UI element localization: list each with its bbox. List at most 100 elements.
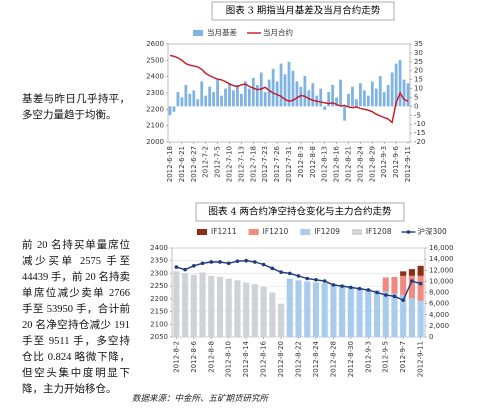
bar bbox=[271, 68, 275, 107]
bar bbox=[212, 92, 216, 107]
bar bbox=[347, 93, 350, 107]
x-tick-label: 2012-8-28 bbox=[329, 341, 337, 377]
chart-title: 图表 3 期指当月基差及当月合约走势 bbox=[226, 5, 381, 17]
bar bbox=[408, 298, 415, 337]
bar bbox=[260, 286, 267, 337]
bar bbox=[370, 81, 374, 107]
point bbox=[331, 283, 336, 287]
bar bbox=[343, 106, 346, 121]
x-tick-label: 2012-7-5 bbox=[214, 146, 222, 178]
legend-label: IF1211 bbox=[211, 227, 237, 236]
y-tick-label: 16,000 bbox=[429, 244, 454, 252]
bar bbox=[208, 86, 212, 107]
y-tick-label: 2500 bbox=[146, 56, 164, 64]
bar bbox=[295, 81, 299, 107]
bar bbox=[168, 106, 172, 116]
x-tick-label: 2012-7-2 bbox=[202, 146, 210, 178]
bar bbox=[234, 280, 241, 337]
bar bbox=[323, 106, 327, 110]
x-tick-label: 2012-8-3 bbox=[297, 146, 305, 178]
bar bbox=[335, 97, 338, 107]
point bbox=[174, 265, 179, 269]
x-tick-label: 2012-9-11 bbox=[417, 341, 425, 377]
bar bbox=[365, 289, 372, 337]
point bbox=[235, 259, 240, 264]
point bbox=[287, 271, 292, 276]
point bbox=[375, 290, 379, 295]
x-tick-label: 2012-8-22 bbox=[295, 341, 303, 377]
y-tick-label: 2100 bbox=[150, 320, 168, 328]
bar bbox=[304, 281, 311, 337]
bar bbox=[184, 84, 188, 107]
bar bbox=[378, 76, 382, 107]
bar bbox=[303, 76, 307, 107]
x-tick-label: 2012-8-24 bbox=[312, 340, 320, 377]
legend-label: 当月合约 bbox=[263, 27, 293, 37]
y-tick-label: 5 bbox=[414, 93, 418, 101]
title-box bbox=[211, 1, 395, 21]
legend-swatch bbox=[193, 30, 203, 36]
bar bbox=[331, 84, 335, 107]
bar bbox=[394, 63, 398, 107]
bar bbox=[291, 70, 295, 107]
x-tick-label: 2012-7-23 bbox=[261, 146, 269, 182]
y-tick-label: 2600 bbox=[146, 40, 164, 48]
bar bbox=[391, 276, 398, 294]
bar bbox=[225, 278, 232, 337]
y-tick-label: 2350 bbox=[150, 257, 168, 265]
bar bbox=[228, 83, 231, 107]
bar bbox=[400, 295, 407, 337]
point bbox=[357, 286, 362, 291]
bar bbox=[366, 95, 370, 107]
point bbox=[366, 288, 371, 292]
x-tick-label: 2012-8-8 bbox=[207, 341, 215, 373]
bar bbox=[208, 275, 215, 337]
legend-label: IF1208 bbox=[366, 227, 392, 236]
bar bbox=[232, 90, 235, 107]
bar bbox=[400, 275, 407, 296]
bar bbox=[406, 83, 410, 107]
x-tick-label: 2012-9-5 bbox=[382, 341, 390, 373]
bar bbox=[192, 90, 196, 107]
y-tick-label: 0 bbox=[429, 333, 433, 341]
bar bbox=[351, 86, 354, 107]
legend-label: 沪深300 bbox=[418, 226, 448, 236]
legend-label: 当月基差 bbox=[207, 27, 237, 37]
bar bbox=[172, 106, 176, 112]
y-tick-label: 35 bbox=[414, 40, 423, 48]
y-tick-label: 2400 bbox=[150, 244, 168, 252]
x-tick-label: 2012-6-27 bbox=[190, 146, 198, 182]
bar bbox=[400, 271, 407, 276]
y-tick-label: 2050 bbox=[150, 333, 168, 341]
bar bbox=[243, 81, 247, 107]
y-tick-label: 15 bbox=[414, 76, 423, 84]
bar bbox=[286, 278, 293, 337]
legend-swatch bbox=[351, 229, 362, 235]
bar bbox=[269, 292, 276, 337]
x-tick-label: 2012-8-20 bbox=[277, 341, 285, 377]
legend-label: IF1210 bbox=[263, 227, 289, 236]
bar bbox=[386, 84, 390, 107]
bar bbox=[355, 99, 358, 107]
bar bbox=[382, 277, 389, 292]
y-tick-label: 12,000 bbox=[429, 266, 454, 274]
x-tick-label: 2012-8-16 bbox=[333, 145, 341, 182]
y-tick-label: 2,000 bbox=[429, 322, 449, 330]
y-tick-label: 2300 bbox=[150, 269, 168, 277]
bar bbox=[247, 88, 251, 107]
y-tick-label: -20 bbox=[414, 138, 425, 146]
x-tick-label: 2012-8-16 bbox=[260, 340, 268, 377]
point bbox=[253, 260, 257, 264]
point bbox=[418, 281, 423, 286]
point bbox=[226, 261, 231, 266]
x-tick-label: 2012-8-14 bbox=[242, 340, 250, 377]
x-tick-label: 2012-6-18 bbox=[166, 146, 174, 182]
x-tick-label: 2012-8-8 bbox=[309, 146, 317, 178]
line bbox=[169, 54, 409, 124]
source: 数据来源：中金所、五矿期货研究所 bbox=[132, 393, 269, 403]
bar bbox=[176, 92, 180, 107]
bar bbox=[220, 95, 223, 107]
point bbox=[305, 276, 310, 281]
x-tick-label: 2012-7-10 bbox=[225, 146, 233, 182]
